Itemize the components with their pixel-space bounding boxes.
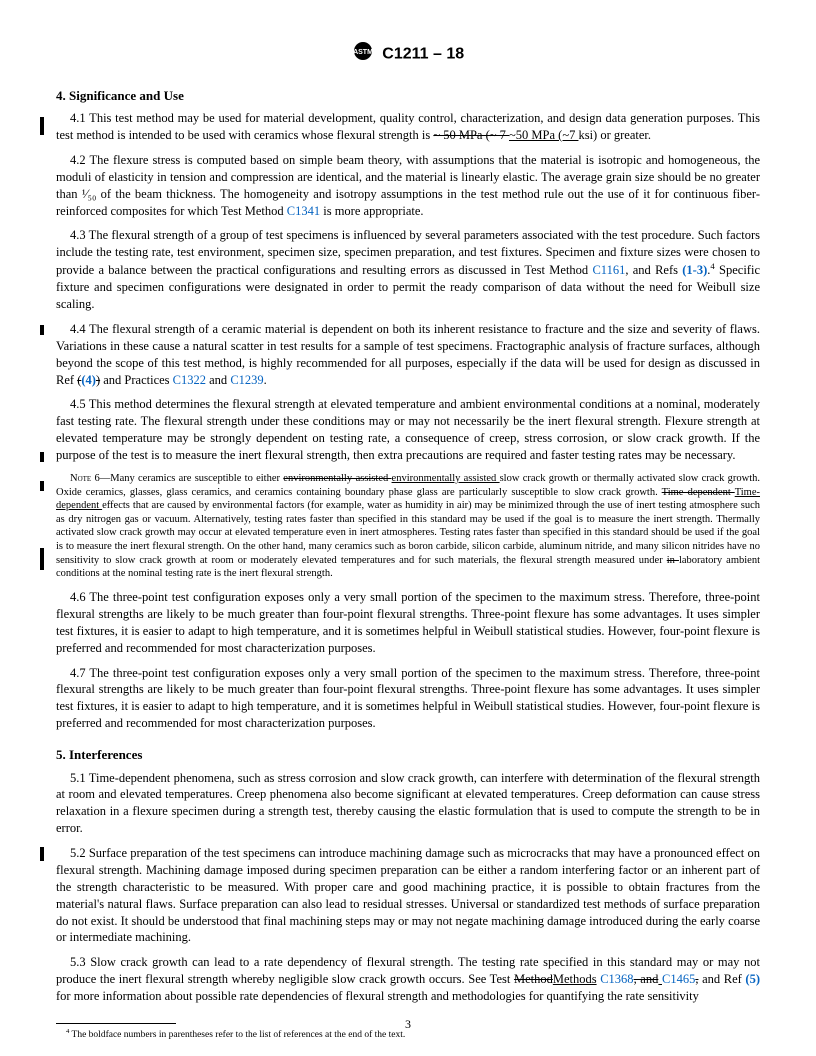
ref-link-1-3[interactable]: (1-3): [682, 263, 707, 277]
designation: C1211 – 18: [382, 46, 464, 63]
para-4-5: 4.5 This method determines the flexural …: [56, 396, 760, 464]
change-bar-icon: [40, 117, 44, 135]
para-4-6: 4.6 The three-point test configuration e…: [56, 589, 760, 657]
ref-link-c1239[interactable]: C1239: [230, 373, 263, 387]
page-header: ASTM C1211 – 18: [56, 40, 760, 69]
ref-link-c1322[interactable]: C1322: [173, 373, 206, 387]
para-4-3: 4.3 The flexural strength of a group of …: [56, 227, 760, 313]
change-bar-icon: [40, 481, 44, 491]
section-5-title: 5. Interferences: [56, 746, 760, 764]
ref-link-c1341[interactable]: C1341: [287, 204, 320, 218]
page-number: 3: [0, 1016, 816, 1032]
para-4-1: 4.1 This test method may be used for mat…: [56, 110, 760, 144]
change-bar-icon: [40, 548, 44, 570]
change-bar-icon: [40, 847, 44, 861]
astm-logo-icon: ASTM: [352, 40, 374, 69]
ref-link-5[interactable]: (5): [745, 972, 760, 986]
para-4-4: 4.4 The flexural strength of a ceramic m…: [56, 321, 760, 389]
para-4-2: 4.2 The flexure stress is computed based…: [56, 152, 760, 220]
ref-link-c1368[interactable]: C1368: [600, 972, 633, 986]
para-5-2: 5.2 Surface preparation of the test spec…: [56, 845, 760, 946]
section-4-title: 4. Significance and Use: [56, 87, 760, 105]
inserted-text: ~50 MPa (~7: [509, 128, 578, 142]
strike-text: ~ 50 MPa (~ 7: [433, 128, 509, 142]
svg-text:ASTM: ASTM: [353, 49, 373, 56]
ref-link-c1161[interactable]: C1161: [592, 263, 625, 277]
para-5-1: 5.1 Time-dependent phenomena, such as st…: [56, 770, 760, 838]
para-4-7: 4.7 The three-point test configuration e…: [56, 665, 760, 733]
para-5-3: 5.3 Slow crack growth can lead to a rate…: [56, 954, 760, 1005]
change-bar-icon: [40, 452, 44, 462]
note-6: Note 6—Many ceramics are susceptible to …: [56, 472, 760, 581]
change-bar-icon: [40, 325, 44, 335]
ref-link-4[interactable]: (4): [81, 373, 96, 387]
ref-link-c1465[interactable]: C1465: [662, 972, 695, 986]
